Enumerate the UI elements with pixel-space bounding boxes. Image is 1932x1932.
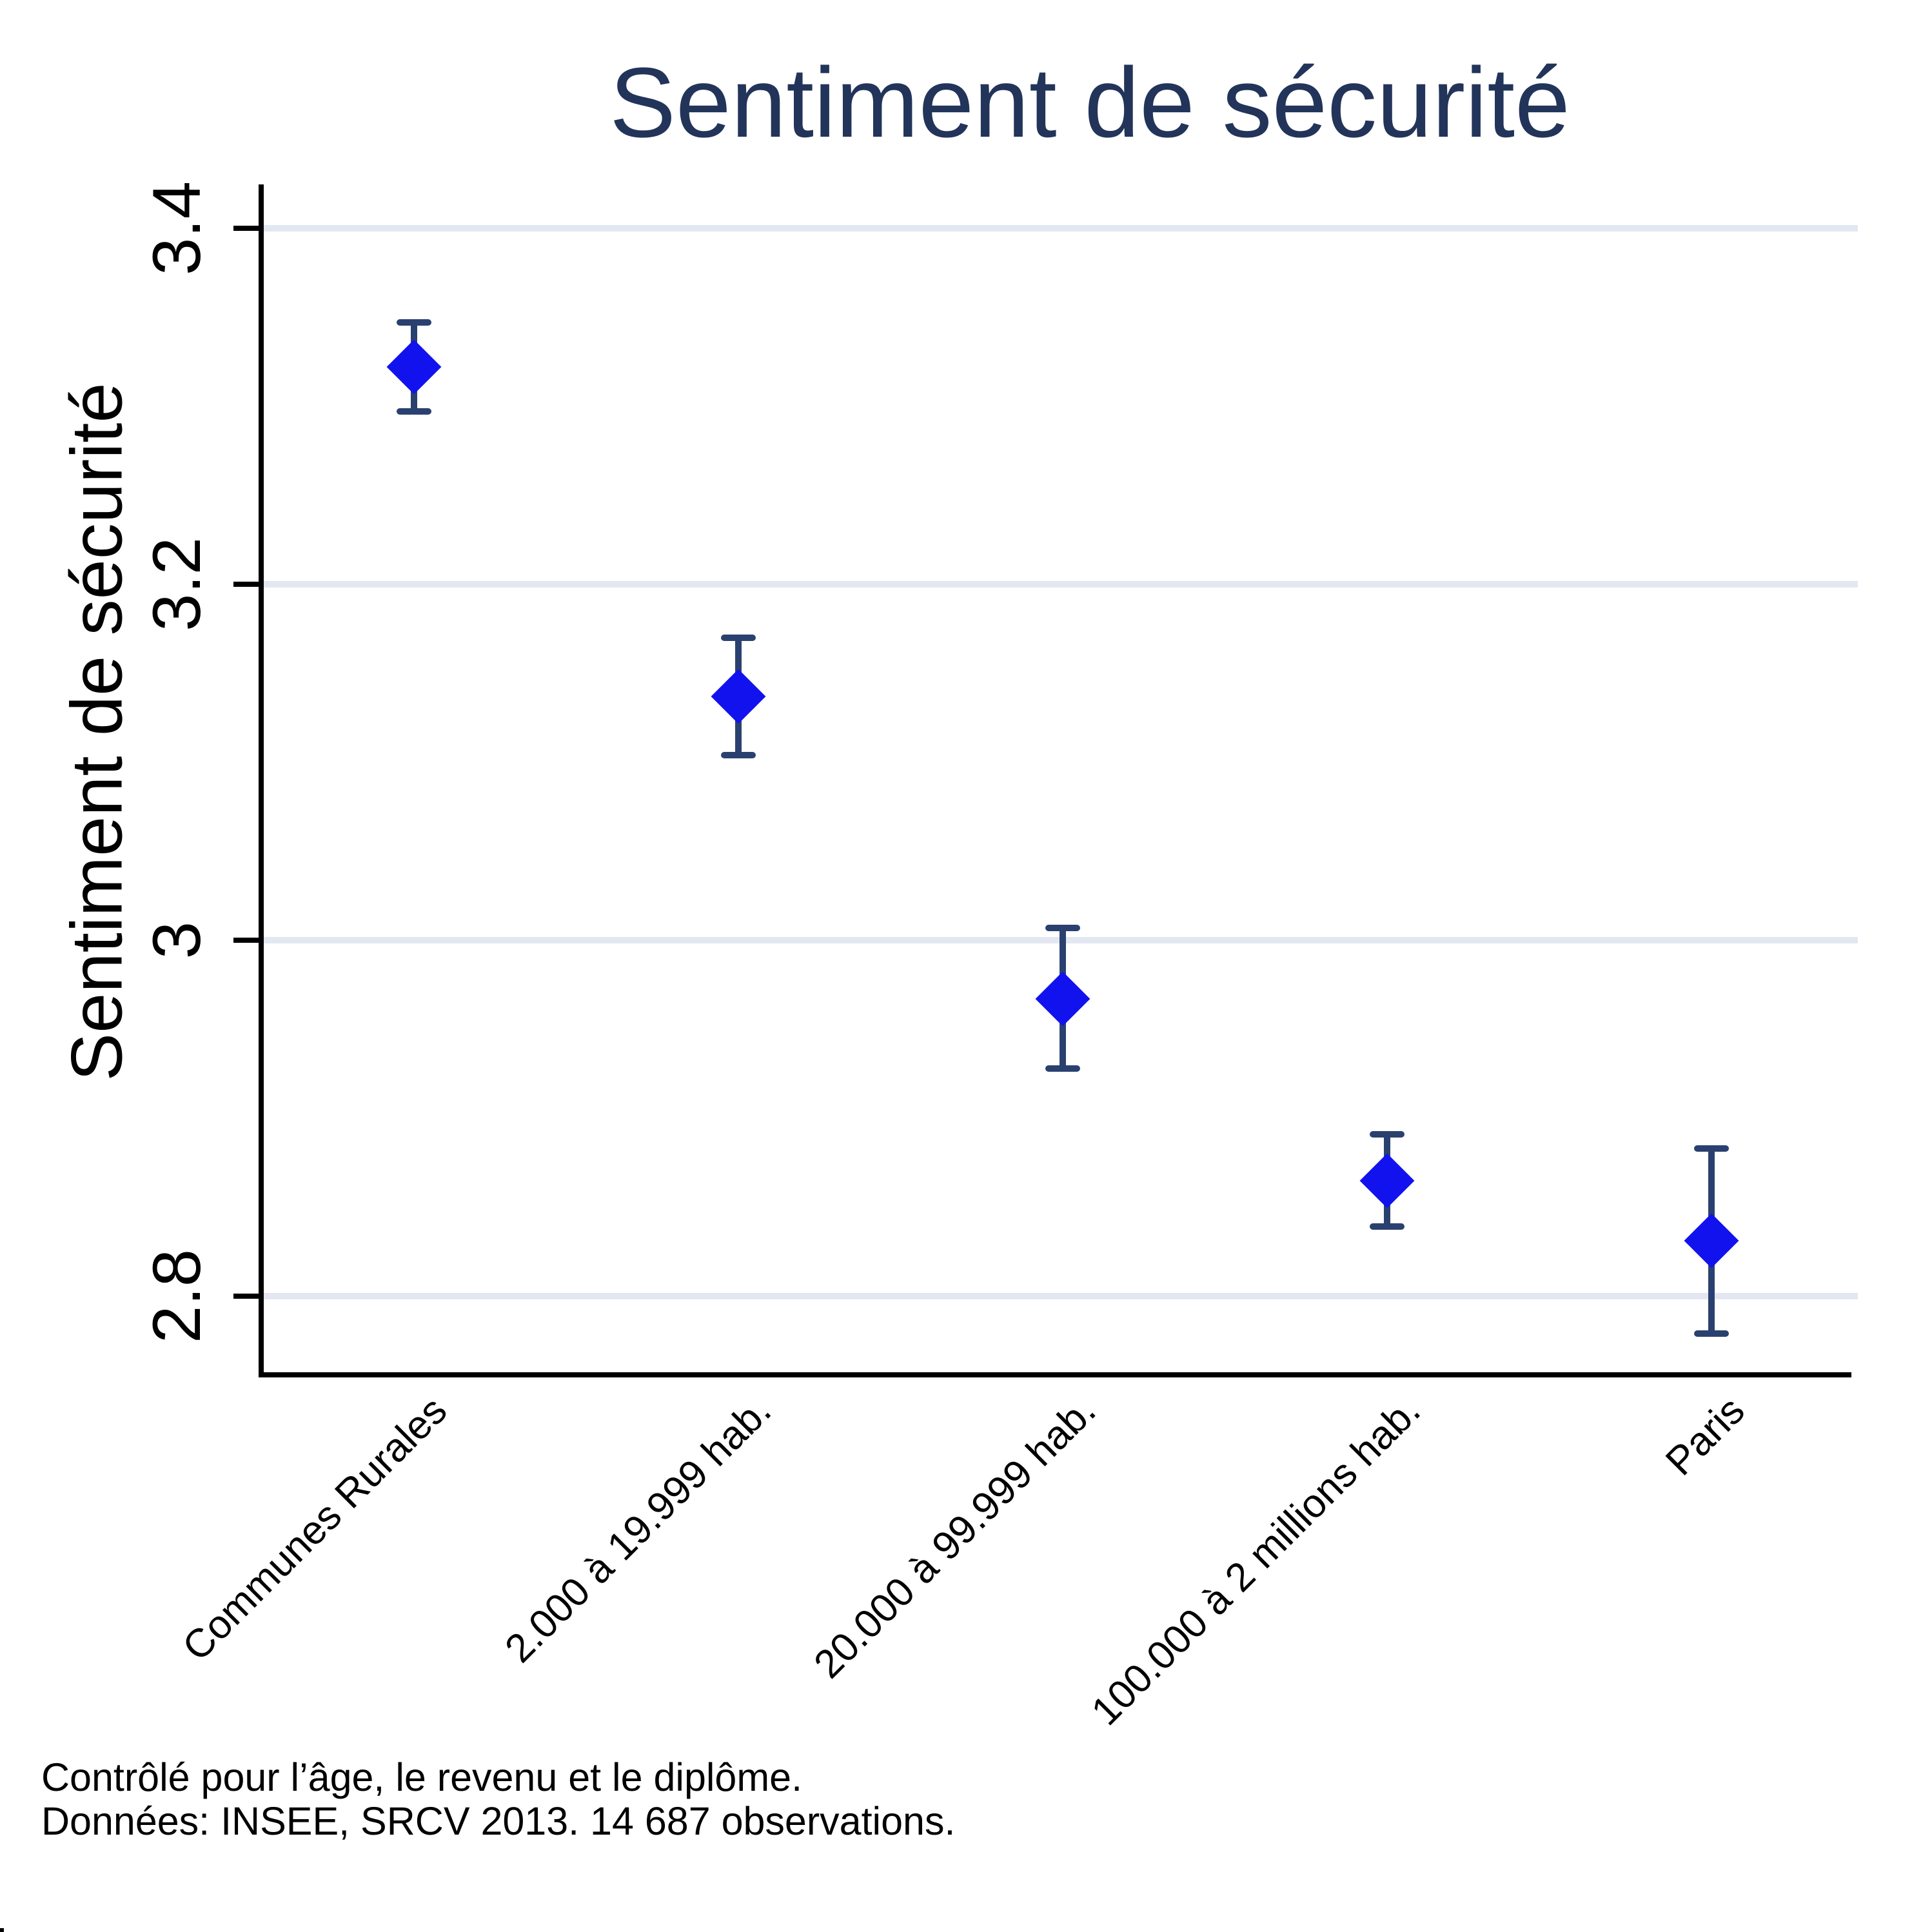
chart-title: Sentiment de sécurité (609, 47, 1570, 158)
data-point-diamond (711, 669, 766, 724)
error-bar-cap-bottom (397, 408, 431, 415)
data-point-diamond (1359, 1153, 1415, 1208)
y-tick-label: 3.2 (139, 537, 215, 631)
y-tick (233, 938, 264, 943)
footnote-source: Données: INSEE, SRCV 2013. 14 687 observ… (41, 1799, 956, 1844)
error-bar-cap-top (1045, 924, 1080, 931)
error-bar-cap-top (1370, 1130, 1405, 1138)
y-tick (233, 1294, 264, 1299)
error-bar-cap-top (721, 634, 756, 641)
error-bar-cap-bottom (1370, 1223, 1405, 1230)
error-bar-cap-bottom (1045, 1065, 1080, 1072)
data-point-diamond (1684, 1214, 1739, 1268)
y-axis-title: Sentiment de sécurité (56, 382, 137, 1081)
y-tick-label: 2.8 (139, 1249, 215, 1343)
gridline (264, 225, 1858, 232)
footnotes: Contrôlé pour l’âge, le revenu et le dip… (41, 1755, 955, 1844)
y-axis-line (259, 184, 264, 1377)
y-tick (233, 582, 264, 587)
error-bar-cap-top (397, 319, 431, 326)
x-tick-label: Paris (1657, 1388, 1753, 1484)
error-bar-cap-bottom (1694, 1330, 1729, 1337)
x-axis-line (259, 1372, 1851, 1377)
y-tick (233, 226, 264, 231)
x-tick-label: 2.000 à 19.999 hab. (497, 1388, 780, 1671)
gridline (264, 1293, 1858, 1299)
y-tick-label: 3 (139, 921, 215, 960)
y-tick-label: 3.4 (139, 181, 215, 275)
data-point-diamond (386, 339, 442, 395)
error-bar-cap-top (1694, 1145, 1729, 1152)
x-tick-label: 20.000 à 99.999 hab. (805, 1388, 1105, 1687)
error-bar-cap-bottom (721, 751, 756, 758)
corner-artifact (0, 1928, 4, 1932)
footnote-controls: Contrôlé pour l’âge, le revenu et le dip… (41, 1755, 803, 1799)
x-tick-label: Communes Rurales (174, 1388, 456, 1670)
gridline (264, 581, 1858, 587)
data-point-diamond (1035, 971, 1090, 1027)
x-tick-label: 100.000 à 2 millions hab. (1083, 1388, 1429, 1734)
